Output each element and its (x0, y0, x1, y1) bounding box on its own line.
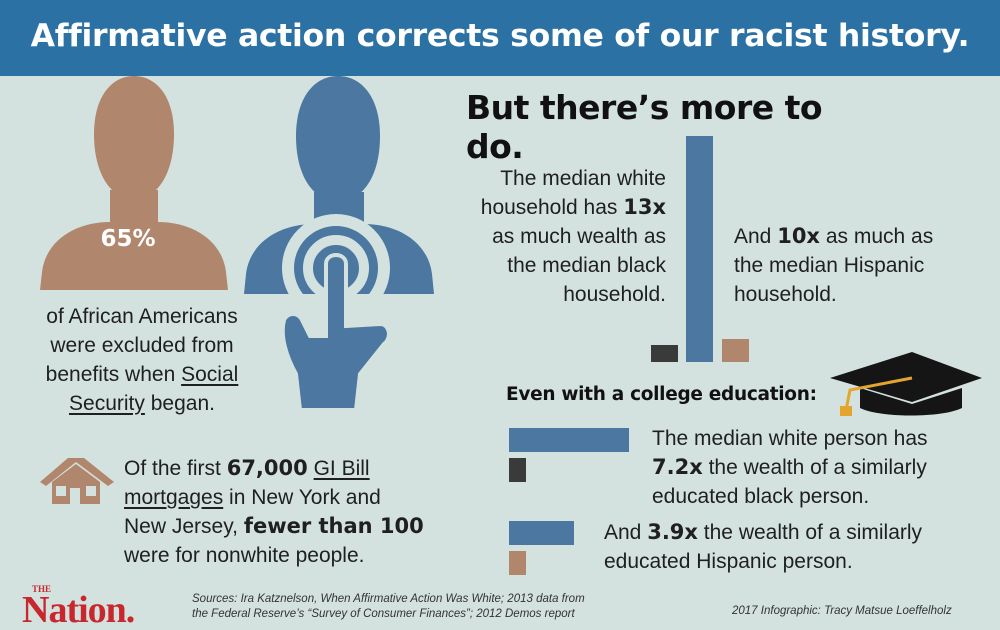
gi-line-text: New Jersey, (124, 515, 244, 538)
person-silhouette-icon (40, 76, 228, 290)
edu-line: 7.2x the wealth of a similarly (652, 453, 992, 482)
credit-text: 2017 Infographic: Tracy Matsue Loeffelho… (732, 605, 952, 617)
mortgages-link[interactable]: mortgages (124, 486, 224, 509)
ss-line: Security began. (20, 389, 264, 418)
gi-bill-link[interactable]: GI Bill (313, 457, 370, 480)
edu-line: And 3.9x the wealth of a similarly (604, 518, 984, 547)
wealth-line: household. (563, 283, 666, 306)
wealth-line: household. (734, 283, 837, 306)
edu-line: educated Hispanic person. (604, 550, 853, 573)
gi-line-text: in New York and (223, 486, 381, 509)
ss-line-text: benefits when (45, 363, 182, 386)
sources-line: Sources: Ira Katznelson, When Affirmativ… (192, 593, 585, 605)
ss-line: benefits when Social (20, 360, 264, 389)
wealth-line-text: And (734, 225, 778, 248)
wealth-line: household has 13x (448, 193, 666, 222)
household-bar-hispanic (722, 339, 749, 362)
touch-hand-icon (244, 76, 434, 412)
nation-logo: Nation. (22, 589, 135, 630)
wealth-line-text: household has (480, 196, 624, 219)
edu-hisp-multiple: 3.9x (647, 520, 698, 544)
white-household-text: The median white household has 13x as mu… (448, 164, 666, 309)
household-bar-white (686, 136, 713, 362)
education-heading: Even with a college education: (506, 384, 817, 405)
household-bar-black (651, 344, 678, 362)
sources-line: the Federal Reserve’s “Survey of Consume… (192, 608, 575, 620)
gi-line: New Jersey, fewer than 100 (124, 512, 454, 541)
ss-line: of African Americans (46, 305, 238, 328)
wealth-line: And 10x as much as (734, 222, 964, 251)
gi-line: mortgages in New York and (124, 483, 454, 512)
edu-line: The median white person has (652, 427, 928, 450)
edu-line-text: the wealth of a similarly (702, 456, 927, 479)
percent-label: 65% (100, 226, 156, 252)
hispanic-household-text: And 10x as much as the median Hispanic h… (734, 222, 964, 309)
education-hispanic-text: And 3.9x the wealth of a similarly educa… (604, 518, 984, 576)
gi-fewer: fewer than 100 (243, 514, 424, 538)
gi-bill-text: Of the first 67,000 GI Bill mortgages in… (124, 454, 454, 570)
edu-line: educated black person. (652, 485, 870, 508)
education-bar-white (509, 428, 629, 452)
gi-line: Of the first 67,000 GI Bill (124, 454, 454, 483)
edu-white-multiple: 7.2x (652, 455, 703, 479)
social-security-text: of African Americans were excluded from … (20, 302, 264, 418)
white-multiple: 13x (623, 195, 666, 219)
hispanic-multiple: 10x (777, 224, 820, 248)
ss-line-text: began. (144, 392, 215, 415)
education-bar-black (509, 458, 526, 482)
section-title: But there’s more to do. (466, 88, 823, 166)
graduation-cap-icon (830, 352, 982, 416)
header-banner (0, 0, 1000, 76)
wealth-line: The median white (500, 167, 666, 190)
education-white-text: The median white person has 7.2x the wea… (652, 424, 992, 511)
page-title: Affirmative action corrects some of our … (30, 18, 970, 54)
social-security-link[interactable]: Social (181, 363, 239, 386)
edu-line-text: And (604, 521, 648, 544)
gi-count: 67,000 (226, 456, 308, 480)
wealth-line: as much wealth as (492, 225, 666, 248)
wealth-line: the median Hispanic (734, 254, 925, 277)
ss-line: were excluded from (50, 334, 234, 357)
sources-text: Sources: Ira Katznelson, When Affirmativ… (192, 592, 642, 622)
edu-line-text: the wealth of a similarly (697, 521, 923, 544)
education-bar-white (509, 521, 574, 545)
gi-line: were for nonwhite people. (124, 544, 365, 567)
gi-line-text: Of the first (124, 457, 227, 480)
social-security-link-cont[interactable]: Security (69, 392, 145, 415)
wealth-line-text: as much as (819, 225, 934, 248)
house-icon (40, 458, 114, 504)
wealth-line: the median black (507, 254, 666, 277)
logo-the: THE (32, 584, 52, 594)
education-bar-hispanic (509, 551, 526, 575)
